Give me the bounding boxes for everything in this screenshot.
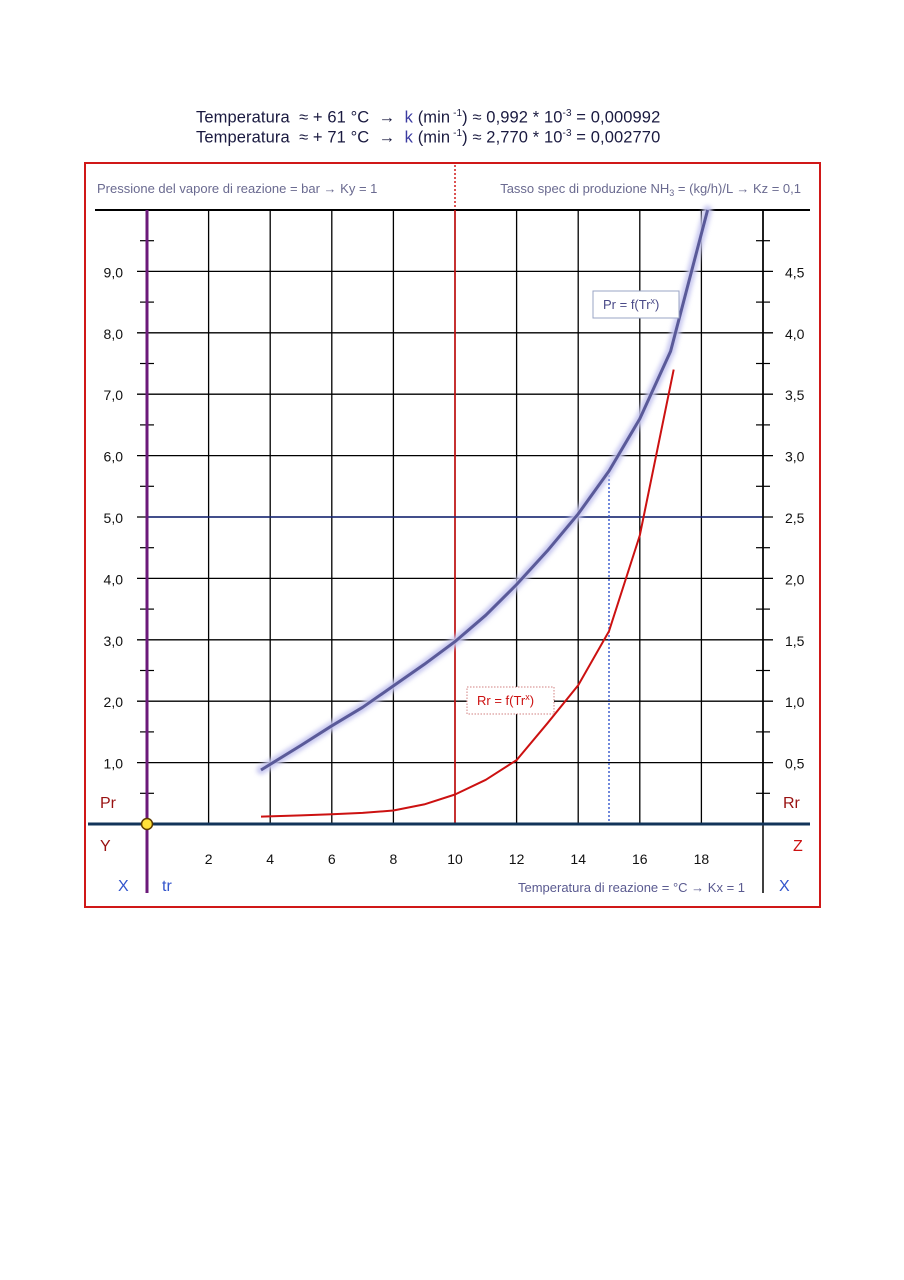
header-2-value: ) ≈ 2,770 * 10 bbox=[462, 128, 563, 147]
y-right-tick-label: 2,0 bbox=[785, 571, 805, 587]
header-2-result: = 0,002770 bbox=[571, 128, 661, 147]
header-2-unit: (min bbox=[413, 128, 451, 147]
x-tick-label: 12 bbox=[509, 851, 525, 867]
y-right-tick-label: 0,5 bbox=[785, 756, 805, 772]
header-1-exp: -3 bbox=[562, 108, 572, 119]
reference-lines bbox=[88, 210, 810, 893]
y-right-tick-label: 3,5 bbox=[785, 387, 805, 403]
x-tick-label: 8 bbox=[390, 851, 398, 867]
top-right-note: Tasso spec di produzione NH3 = (kg/h)/L … bbox=[500, 181, 801, 198]
y-left-tick-label: 2,0 bbox=[104, 694, 124, 710]
legend-pr: Pr = f(Trx) bbox=[592, 290, 680, 319]
legend-rr-text: Rr = f(Trx) bbox=[477, 692, 534, 708]
label-tr: tr bbox=[162, 878, 172, 895]
legend-pr-text: Pr = f(Trx) bbox=[603, 296, 659, 312]
x-tick-label: 14 bbox=[570, 851, 586, 867]
x-tick-label: 16 bbox=[632, 851, 648, 867]
x-tick-label: 6 bbox=[328, 851, 336, 867]
header-1-value: ) ≈ 0,992 * 10 bbox=[462, 108, 563, 127]
y-left-tick-label: 7,0 bbox=[104, 387, 124, 403]
chart-frame bbox=[84, 162, 821, 908]
y-right-tick-label: 2,5 bbox=[785, 510, 805, 526]
y-right-tick-label: 1,0 bbox=[785, 694, 805, 710]
y-left-tick-label: 4,0 bbox=[104, 571, 124, 587]
header-1-result: = 0,000992 bbox=[571, 108, 661, 127]
y-right-tick-label: 4,5 bbox=[785, 264, 805, 280]
series-rr-line bbox=[260, 369, 675, 818]
y-left-tick-label: 8,0 bbox=[104, 326, 124, 342]
y-right-tick-label: 4,0 bbox=[785, 326, 805, 342]
y-left-tick-label: 9,0 bbox=[104, 264, 124, 280]
label-z: Z bbox=[793, 838, 803, 855]
y-right-tick-label: 3,0 bbox=[785, 449, 805, 465]
x-tick-label: 2 bbox=[205, 851, 213, 867]
label-x-left: X bbox=[118, 878, 129, 895]
y-right-tick-label: 1,5 bbox=[785, 633, 805, 649]
label-pr: Pr bbox=[100, 795, 117, 812]
origin-marker bbox=[140, 817, 154, 831]
y-left-tick-label: 1,0 bbox=[104, 756, 124, 772]
y-left-tick-label: 5,0 bbox=[104, 510, 124, 526]
header-1-unit: (min bbox=[413, 108, 451, 127]
x-tick-label: 4 bbox=[266, 851, 274, 867]
legend-rr-box bbox=[466, 686, 555, 715]
series-pr-line bbox=[260, 209, 710, 772]
tick-labels: 2 4 6 8 10 12 14 16 18 1,0 2,0 3,0 4,0 5,0 6,0 7,0 8,0 9,… bbox=[104, 264, 805, 867]
header-2-unit-exp: -1 bbox=[450, 128, 463, 139]
x-tick-label: 10 bbox=[447, 851, 463, 867]
legend-pr-box bbox=[592, 290, 680, 319]
label-y: Y bbox=[100, 838, 111, 855]
label-rr: Rr bbox=[783, 795, 801, 812]
series-layer bbox=[140, 205, 713, 831]
header-1-k: k bbox=[404, 108, 414, 127]
x-tick-label: 18 bbox=[694, 851, 710, 867]
y-left-tick-label: 3,0 bbox=[104, 633, 124, 649]
header-2-text: Temperatura ≈ + 71 °C → bbox=[196, 128, 405, 147]
bottom-note: Temperatura di reazione = °C → Kx = 1 bbox=[518, 880, 745, 895]
label-x-right: X bbox=[779, 878, 790, 895]
header-2-k: k bbox=[404, 128, 414, 147]
legend-rr: Rr = f(Trx) bbox=[466, 686, 555, 715]
header-line-2: Temperatura ≈ + 71 °C → k (min -1) ≈ 2,7… bbox=[196, 128, 816, 148]
top-left-note: Pressione del vapore di reazione = bar →… bbox=[97, 181, 377, 196]
header-line-1: Temperatura ≈ + 61 °C → k (min -1) ≈ 0,9… bbox=[196, 108, 816, 128]
header-1-unit-exp: -1 bbox=[450, 108, 463, 119]
y-left-tick-label: 6,0 bbox=[104, 449, 124, 465]
header-1-text: Temperatura ≈ + 61 °C → bbox=[196, 108, 405, 127]
header-2-exp: -3 bbox=[562, 128, 572, 139]
